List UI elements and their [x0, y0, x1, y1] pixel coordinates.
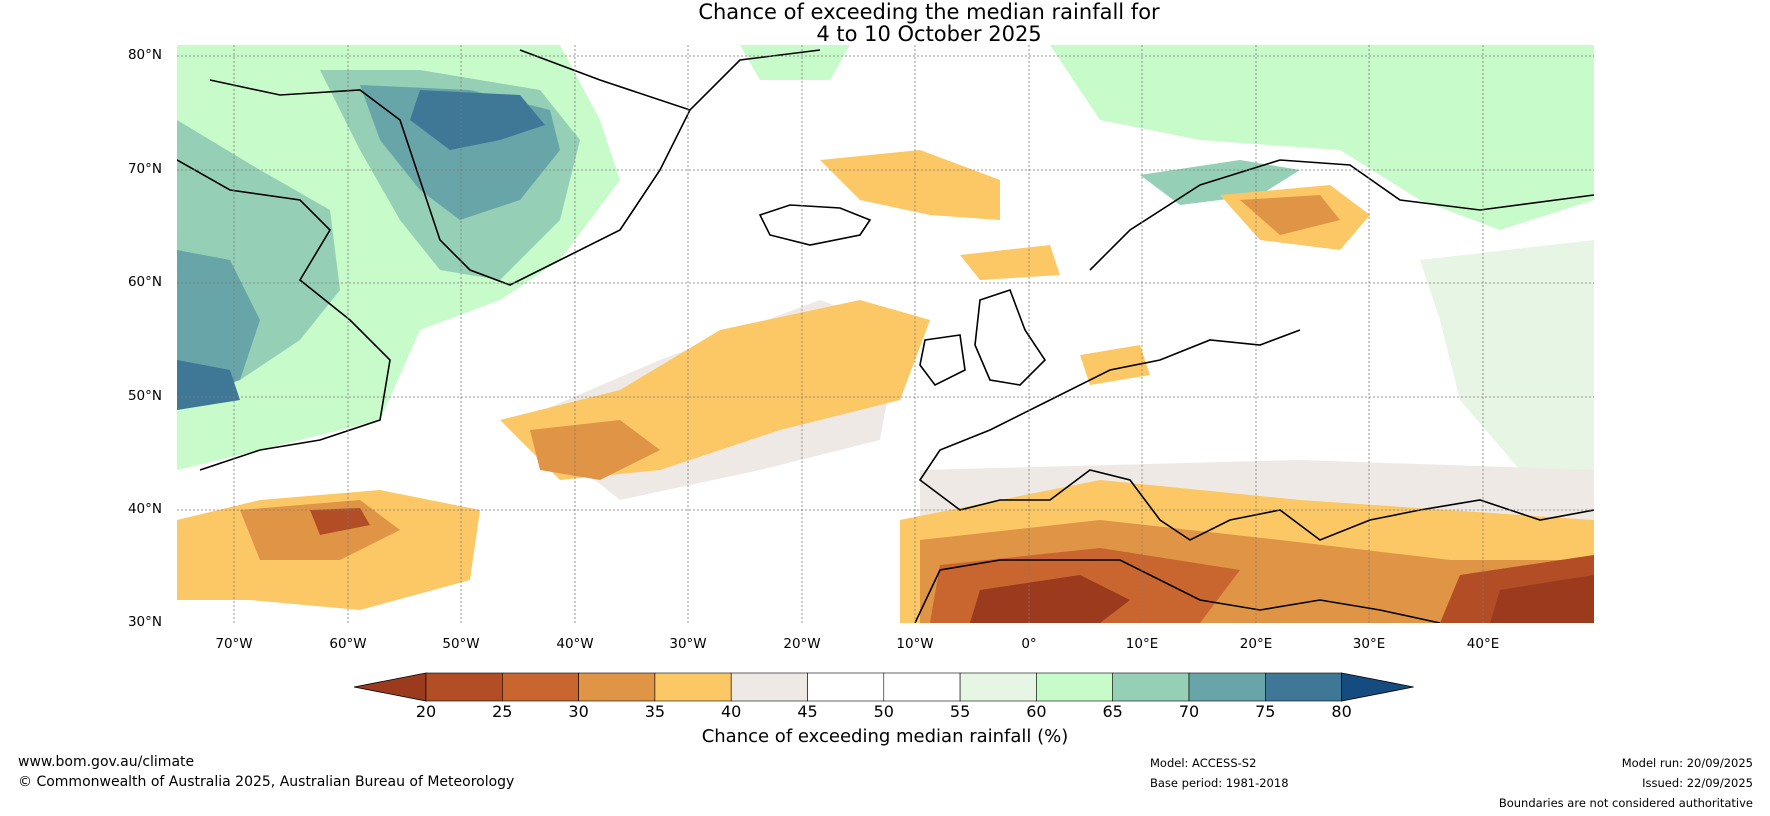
lon-label: 10°W: [896, 636, 934, 652]
lon-label: 20°W: [783, 636, 821, 652]
lat-label: 40°N: [127, 501, 162, 517]
coastline-north-africa: [914, 559, 1441, 623]
lon-label: 70°W: [215, 636, 253, 652]
colorbar-segment: [578, 672, 656, 702]
lon-label: 40°W: [556, 636, 594, 652]
wet-region-labrador-darkest: [177, 360, 240, 410]
lon-label: 30°W: [669, 636, 707, 652]
colorbar-tick-label: 75: [1255, 702, 1276, 721]
wet-region-arctic-east: [1050, 45, 1594, 230]
colorbar-segment: [1265, 672, 1342, 702]
colorbar-tick-label: 65: [1102, 702, 1123, 721]
colorbar-segment: [1188, 672, 1266, 702]
colorbar-tick-label: 50: [873, 702, 894, 721]
lat-label: 50°N: [127, 388, 162, 404]
colorbar-tick-label: 30: [568, 702, 589, 721]
colorbar-tick-label: 20: [415, 702, 437, 721]
colorbar-segment: [654, 672, 732, 702]
lat-label: 80°N: [127, 47, 162, 63]
coastline-greenland: [209, 49, 821, 286]
footer-disclaimer: Boundaries are not considered authoritat…: [1498, 796, 1753, 810]
colorbar-segment: [959, 672, 1037, 702]
colorbar-tick-label: 35: [644, 702, 666, 721]
wet-region-labrador-dark: [177, 250, 260, 400]
colorbar-segment: [1112, 672, 1190, 702]
dry-region-west-lowlands: [1080, 345, 1150, 385]
dry-region-sw-atlantic-dark: [310, 508, 370, 535]
colorbar-tick-label: 70: [1178, 702, 1200, 721]
lon-label: 60°W: [329, 636, 367, 652]
lat-label: 70°N: [127, 161, 162, 177]
footer-issued: Issued: 22/09/2025: [1642, 776, 1753, 790]
colorbar-title: Chance of exceeding median rainfall (%): [701, 726, 1069, 747]
colorbar-segment: [730, 672, 808, 702]
footer-url: www.bom.gov.au/climate: [18, 754, 195, 770]
dry-region-middle-east-darkest: [1490, 575, 1594, 623]
footer-copyright: © Commonwealth of Australia 2025, Austra…: [18, 774, 515, 790]
footer-base-period: Base period: 1981-2018: [1150, 776, 1289, 790]
footer-model: Model: ACCESS-S2: [1150, 756, 1257, 770]
colorbar: [353, 672, 1414, 702]
colorbar-tick-label: 80: [1331, 702, 1352, 721]
lon-label: 20°E: [1239, 636, 1273, 652]
coastline-labrador: [177, 159, 391, 471]
map-title-line2: 4 to 10 October 2025: [816, 22, 1042, 46]
colorbar-tick-label: 45: [797, 702, 818, 721]
map-title-line1: Chance of exceeding the median rainfall …: [698, 0, 1160, 24]
lat-label: 60°N: [127, 274, 162, 290]
dry-region-iceland-south: [960, 245, 1060, 280]
lon-label: 40°E: [1466, 636, 1500, 652]
footer-model-run: Model run: 20/09/2025: [1621, 756, 1753, 770]
colorbar-tick-label: 55: [949, 702, 971, 721]
colorbar-segment: [425, 672, 503, 702]
colorbar-segment: [501, 672, 579, 702]
gridlines: [177, 45, 1594, 623]
dry-region-north-atlantic: [820, 150, 1000, 220]
lat-label: 30°N: [127, 614, 162, 630]
lon-label: 30°E: [1352, 636, 1386, 652]
wet-region-greenland-darkest: [410, 90, 545, 150]
colorbar-arrow-low: [353, 672, 427, 702]
colorbar-tick-label: 25: [492, 702, 513, 721]
coastline-europe: [918, 329, 1594, 541]
colorbar-segment: [1036, 672, 1114, 702]
colorbar-arrow-high: [1341, 672, 1414, 702]
dry-region-scandinavia-core: [1240, 195, 1340, 235]
coastline-iceland: [758, 204, 872, 246]
lon-label: 50°W: [442, 636, 480, 652]
colorbar-tick-label: 40: [721, 702, 742, 721]
wet-region-arctic-mid: [740, 45, 850, 80]
colorbar-segment: [807, 672, 885, 702]
coastline-ireland: [919, 334, 966, 387]
lon-label: 0°: [1021, 636, 1037, 652]
colorbar-segment: [883, 672, 961, 702]
dry-region-atlantic-orange: [530, 420, 660, 480]
coastlines: [177, 49, 1594, 623]
wet-region-east-europe: [1420, 240, 1594, 480]
colorbar-tick-label: 60: [1026, 702, 1047, 721]
lon-label: 10°E: [1125, 636, 1159, 652]
dry-region-north-africa-darkest: [970, 575, 1130, 623]
coastline-britain: [974, 288, 1047, 386]
